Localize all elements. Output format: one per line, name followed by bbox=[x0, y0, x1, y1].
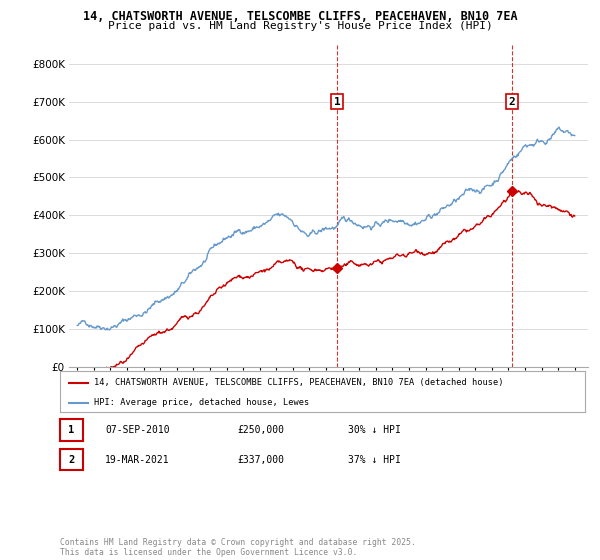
Text: £250,000: £250,000 bbox=[237, 425, 284, 435]
Text: 14, CHATSWORTH AVENUE, TELSCOMBE CLIFFS, PEACEHAVEN, BN10 7EA: 14, CHATSWORTH AVENUE, TELSCOMBE CLIFFS,… bbox=[83, 10, 517, 22]
Text: 14, CHATSWORTH AVENUE, TELSCOMBE CLIFFS, PEACEHAVEN, BN10 7EA (detached house): 14, CHATSWORTH AVENUE, TELSCOMBE CLIFFS,… bbox=[94, 378, 503, 387]
Text: 30% ↓ HPI: 30% ↓ HPI bbox=[348, 425, 401, 435]
Text: HPI: Average price, detached house, Lewes: HPI: Average price, detached house, Lewe… bbox=[94, 398, 310, 407]
Text: 19-MAR-2021: 19-MAR-2021 bbox=[105, 455, 170, 465]
Text: Price paid vs. HM Land Registry's House Price Index (HPI): Price paid vs. HM Land Registry's House … bbox=[107, 21, 493, 31]
Text: Contains HM Land Registry data © Crown copyright and database right 2025.
This d: Contains HM Land Registry data © Crown c… bbox=[60, 538, 416, 557]
Text: 1: 1 bbox=[334, 97, 340, 106]
Text: 2: 2 bbox=[68, 455, 74, 465]
Text: £337,000: £337,000 bbox=[237, 455, 284, 465]
Text: 37% ↓ HPI: 37% ↓ HPI bbox=[348, 455, 401, 465]
Text: 1: 1 bbox=[68, 425, 74, 435]
Text: 2: 2 bbox=[509, 97, 515, 106]
Text: 07-SEP-2010: 07-SEP-2010 bbox=[105, 425, 170, 435]
